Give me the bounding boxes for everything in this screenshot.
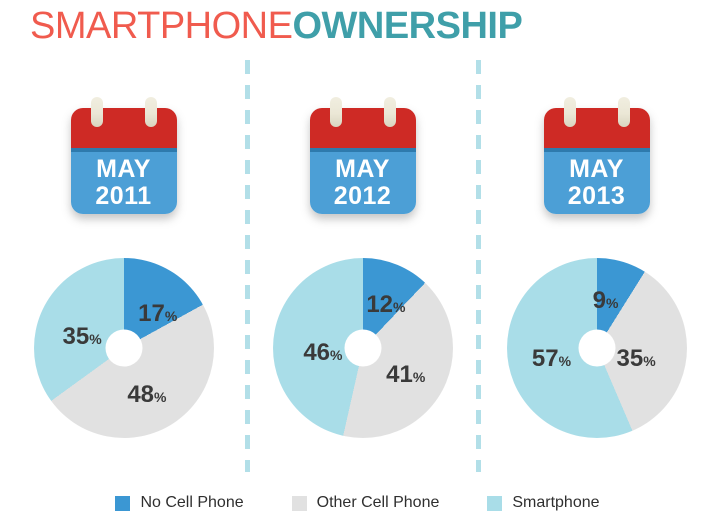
pie-slice-label: 35% — [62, 323, 102, 351]
legend-item-other-cell-phone: Other Cell Phone — [291, 494, 440, 512]
calendar-ring-icon — [563, 97, 576, 127]
panel-may-2012: MAY 2012 12% 41% 46% — [247, 0, 478, 525]
legend-swatch-other-cell-phone — [291, 495, 307, 511]
title-ownership: OWNERSHIP — [292, 5, 523, 47]
donut-chart-2013: 9% 35% 57% — [506, 258, 687, 438]
donut-chart-2011: 17% 48% 35% — [33, 258, 214, 438]
pie-slice-label: 46% — [303, 339, 343, 367]
calendar-year: 2013 — [567, 182, 626, 210]
calendar-header — [543, 108, 650, 148]
pie-slice-label: 17% — [138, 299, 178, 327]
calendar-strip — [309, 148, 416, 152]
calendar-month: MAY — [569, 155, 624, 183]
calendar-month: MAY — [96, 155, 151, 183]
pie-slice-label: 41% — [386, 361, 426, 388]
pie-slice-label: 57% — [531, 344, 572, 372]
calendar-ring-icon — [617, 97, 630, 127]
calendar-ring-icon — [329, 97, 342, 127]
dashed-divider — [476, 60, 481, 472]
legend-swatch-no-cell-phone — [115, 495, 131, 511]
pie-slice-label: 9% — [592, 287, 619, 315]
legend-label: Other Cell Phone — [316, 494, 440, 511]
panel-may-2011: MAY 2011 17% 48% 35% — [0, 0, 247, 525]
calendar-icon: MAY 2013 — [543, 97, 650, 214]
calendar-header — [70, 108, 177, 148]
calendar-year: 2011 — [95, 182, 152, 210]
calendar-date: MAY 2011 — [70, 152, 177, 214]
legend-swatch-smartphone — [487, 495, 503, 511]
pie-slice-label: 35% — [616, 344, 656, 372]
pie-slice-label: 48% — [127, 380, 167, 408]
donut-chart-2012: 12% 41% 46% — [272, 258, 453, 438]
legend: No Cell Phone Other Cell Phone Smartphon… — [0, 494, 715, 512]
calendar-date: MAY 2013 — [543, 152, 650, 214]
calendar-date: MAY 2012 — [309, 152, 416, 214]
legend-item-smartphone: Smartphone — [487, 494, 600, 512]
calendar-strip — [543, 148, 650, 152]
calendar-ring-icon — [90, 97, 103, 127]
legend-item-no-cell-phone: No Cell Phone — [115, 494, 244, 512]
dashed-divider — [245, 60, 250, 472]
calendar-strip — [70, 148, 177, 152]
title-smartphone: SMARTPHONE — [30, 5, 293, 47]
calendar-icon: MAY 2011 — [70, 97, 177, 214]
calendar-ring-icon — [383, 97, 396, 127]
calendar-year: 2012 — [333, 182, 392, 210]
legend-label: No Cell Phone — [140, 494, 244, 511]
calendar-month: MAY — [335, 155, 390, 183]
legend-label: Smartphone — [512, 494, 600, 511]
calendar-ring-icon — [144, 97, 157, 127]
page-title: SMARTPHONEOWNERSHIP — [30, 4, 523, 48]
calendar-header — [309, 108, 416, 148]
panel-may-2013: MAY 2013 9% 35% 57% — [478, 0, 715, 525]
pie-slice-label: 12% — [366, 290, 406, 318]
calendar-icon: MAY 2012 — [309, 97, 416, 214]
